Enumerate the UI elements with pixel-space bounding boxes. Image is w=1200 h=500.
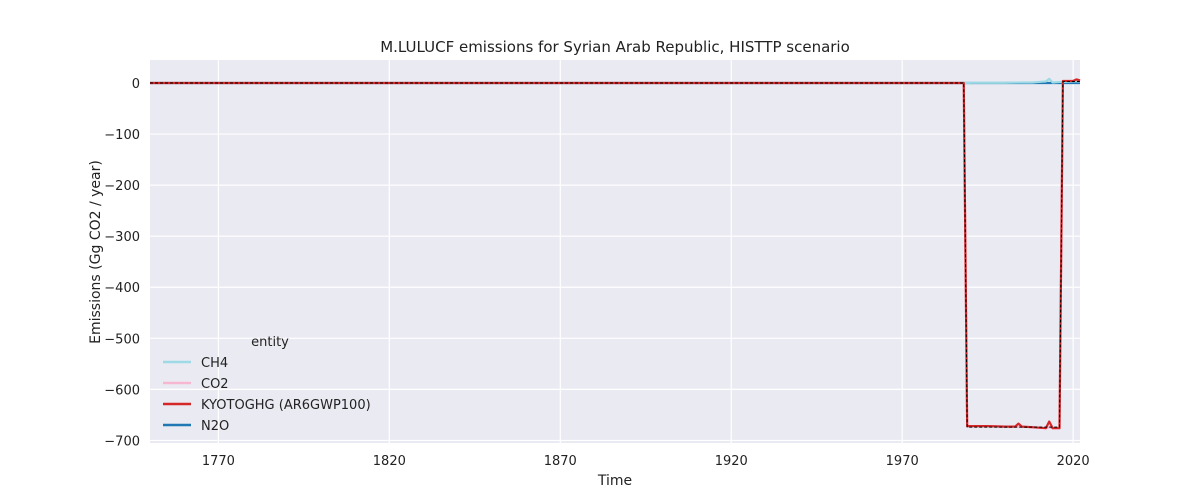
legend-item-co2: CO2 [163, 377, 229, 392]
legend: entity CH4 CO2 KYOTOGHG (AR6GWP100) N2O [163, 335, 371, 434]
legend-label: KYOTOGHG (AR6GWP100) [201, 398, 371, 413]
x-tick-label: 1920 [715, 454, 748, 469]
y-tick-label: −500 [104, 332, 140, 347]
series-layer [150, 77, 1081, 430]
y-tick-label: −600 [104, 383, 140, 398]
y-tick-label: −200 [104, 179, 140, 194]
x-axis-label: Time [597, 473, 632, 489]
legend-label: N2O [201, 419, 229, 434]
x-tick-label: 1870 [544, 454, 577, 469]
legend-item-n2o: N2O [163, 419, 229, 434]
y-tick-label: 0 [132, 77, 140, 92]
legend-item-kyotoghg-ar6gwp100: KYOTOGHG (AR6GWP100) [163, 398, 371, 413]
x-tick-label: 1770 [202, 454, 235, 469]
x-tick-label: 1970 [886, 454, 919, 469]
x-tick-label: 2020 [1057, 454, 1090, 469]
y-tick-label: −700 [104, 434, 140, 449]
plot-area [150, 60, 1080, 443]
legend-label: CH4 [201, 356, 228, 371]
y-tick-label: −400 [104, 281, 140, 296]
y-axis-label: Emissions (Gg CO2 / year) [88, 160, 104, 344]
legend-item-ch4: CH4 [163, 356, 228, 371]
x-tick-label: 1820 [373, 454, 406, 469]
legend-title: entity [251, 335, 289, 350]
y-tick-label: −100 [104, 128, 140, 143]
grid [150, 60, 1080, 443]
chart-title: M.LULUCF emissions for Syrian Arab Repub… [380, 38, 850, 56]
legend-label: CO2 [201, 377, 229, 392]
y-tick-label: −300 [104, 230, 140, 245]
tick-labels: 1770 1820 1870 1920 1970 2020 0 −100 −200 −300 −40… [104, 77, 1089, 469]
